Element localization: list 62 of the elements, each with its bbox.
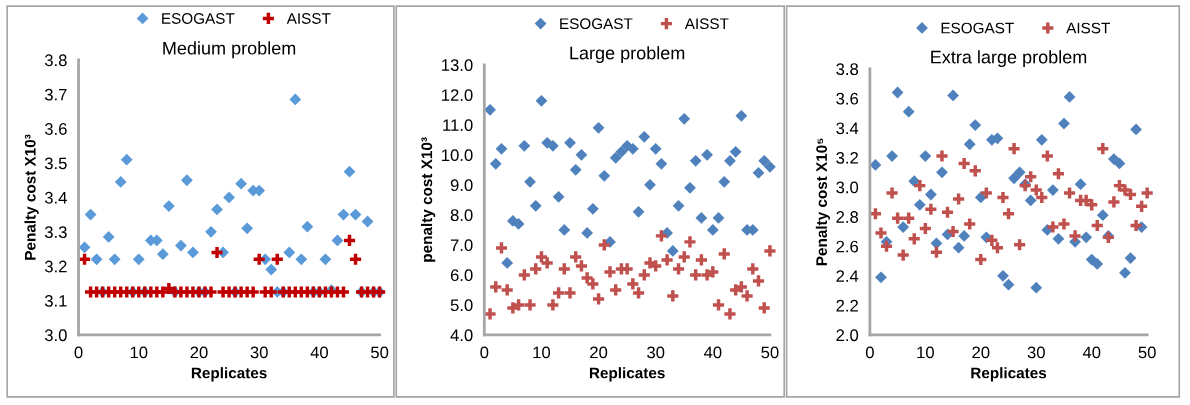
y-axis-title: Penalty cost X10⁵ xyxy=(815,138,831,266)
y-tick-label: 3.8 xyxy=(44,54,67,67)
y-tick-label: 3.5 xyxy=(44,157,67,170)
x-tick-label: 40 xyxy=(1082,346,1101,359)
y-tick-label: 2.4 xyxy=(836,270,859,282)
x-tick-label: 50 xyxy=(761,346,779,359)
x-axis-title: Replicates xyxy=(191,367,267,382)
y-tick-label: 2.0 xyxy=(836,329,859,342)
y-tick-label: 2.2 xyxy=(836,299,858,312)
y-tick-label: 10.0 xyxy=(442,149,473,162)
x-tick-label: 40 xyxy=(703,346,722,359)
y-tick-label: 13.0 xyxy=(442,59,473,71)
x-tick-label: 0 xyxy=(480,346,489,359)
y-tick-label: 3.2 xyxy=(44,260,67,273)
legend-label: AISST xyxy=(1066,22,1110,34)
y-tick-label: 3.2 xyxy=(836,151,858,164)
y-tick-label: 3.0 xyxy=(836,181,859,194)
legend-label: AISST xyxy=(286,13,331,24)
x-tick-label: 50 xyxy=(371,346,389,359)
x-axis-title: Replicates xyxy=(971,367,1047,382)
y-tick-label: 2.6 xyxy=(836,240,859,253)
y-tick-label: 12.0 xyxy=(442,89,473,102)
y-tick-label: 3.6 xyxy=(836,92,859,105)
x-axis-title: Replicates xyxy=(589,367,665,382)
y-tick-label: 3.6 xyxy=(44,123,67,135)
legend-label: ESOGAST xyxy=(560,18,633,30)
x-tick-label: 20 xyxy=(190,346,208,359)
x-tick-label: 30 xyxy=(1027,346,1045,359)
x-tick-label: 10 xyxy=(533,346,551,359)
y-tick-label: 3.0 xyxy=(44,329,67,342)
y-axis-title: Penalty cost X10³ xyxy=(24,134,39,260)
chart-title: Extra large problem xyxy=(931,50,1087,68)
legend-label: ESOGAST xyxy=(941,22,1014,34)
y-tick-label: 6.0 xyxy=(450,269,473,282)
x-tick-label: 20 xyxy=(972,346,990,359)
y-tick-label: 3.1 xyxy=(44,294,67,307)
x-tick-label: 30 xyxy=(250,346,268,359)
x-tick-label: 10 xyxy=(917,346,934,359)
legend-label: ESOGAST xyxy=(162,13,235,24)
y-tick-label: 9.0 xyxy=(450,179,473,192)
x-tick-label: 0 xyxy=(865,346,874,359)
chart-title: Medium problem xyxy=(163,41,296,59)
x-tick-label: 50 xyxy=(1138,346,1156,359)
y-tick-label: 7.0 xyxy=(450,239,473,252)
y-tick-label: 3.8 xyxy=(836,63,859,76)
y-tick-label: 8.0 xyxy=(450,209,473,222)
y-tick-label: 3.7 xyxy=(44,88,67,101)
x-tick-label: 40 xyxy=(310,346,329,359)
y-tick-label: 4.0 xyxy=(450,329,473,342)
x-tick-label: 0 xyxy=(74,346,83,359)
y-tick-label: 3.4 xyxy=(44,191,67,204)
y-tick-label: 2.8 xyxy=(836,211,859,223)
y-axis-title: penalty cost X10³ xyxy=(420,137,436,262)
x-tick-label: 10 xyxy=(130,346,148,359)
x-tick-label: 20 xyxy=(590,346,608,359)
legend-label: AISST xyxy=(684,18,729,30)
x-tick-label: 30 xyxy=(647,346,665,359)
y-tick-label: 11.0 xyxy=(443,119,473,132)
y-tick-label: 3.3 xyxy=(44,226,67,239)
y-tick-label: 3.4 xyxy=(836,122,859,135)
chart-title: Large problem xyxy=(570,46,685,63)
y-tick-label: 5.0 xyxy=(450,299,473,312)
